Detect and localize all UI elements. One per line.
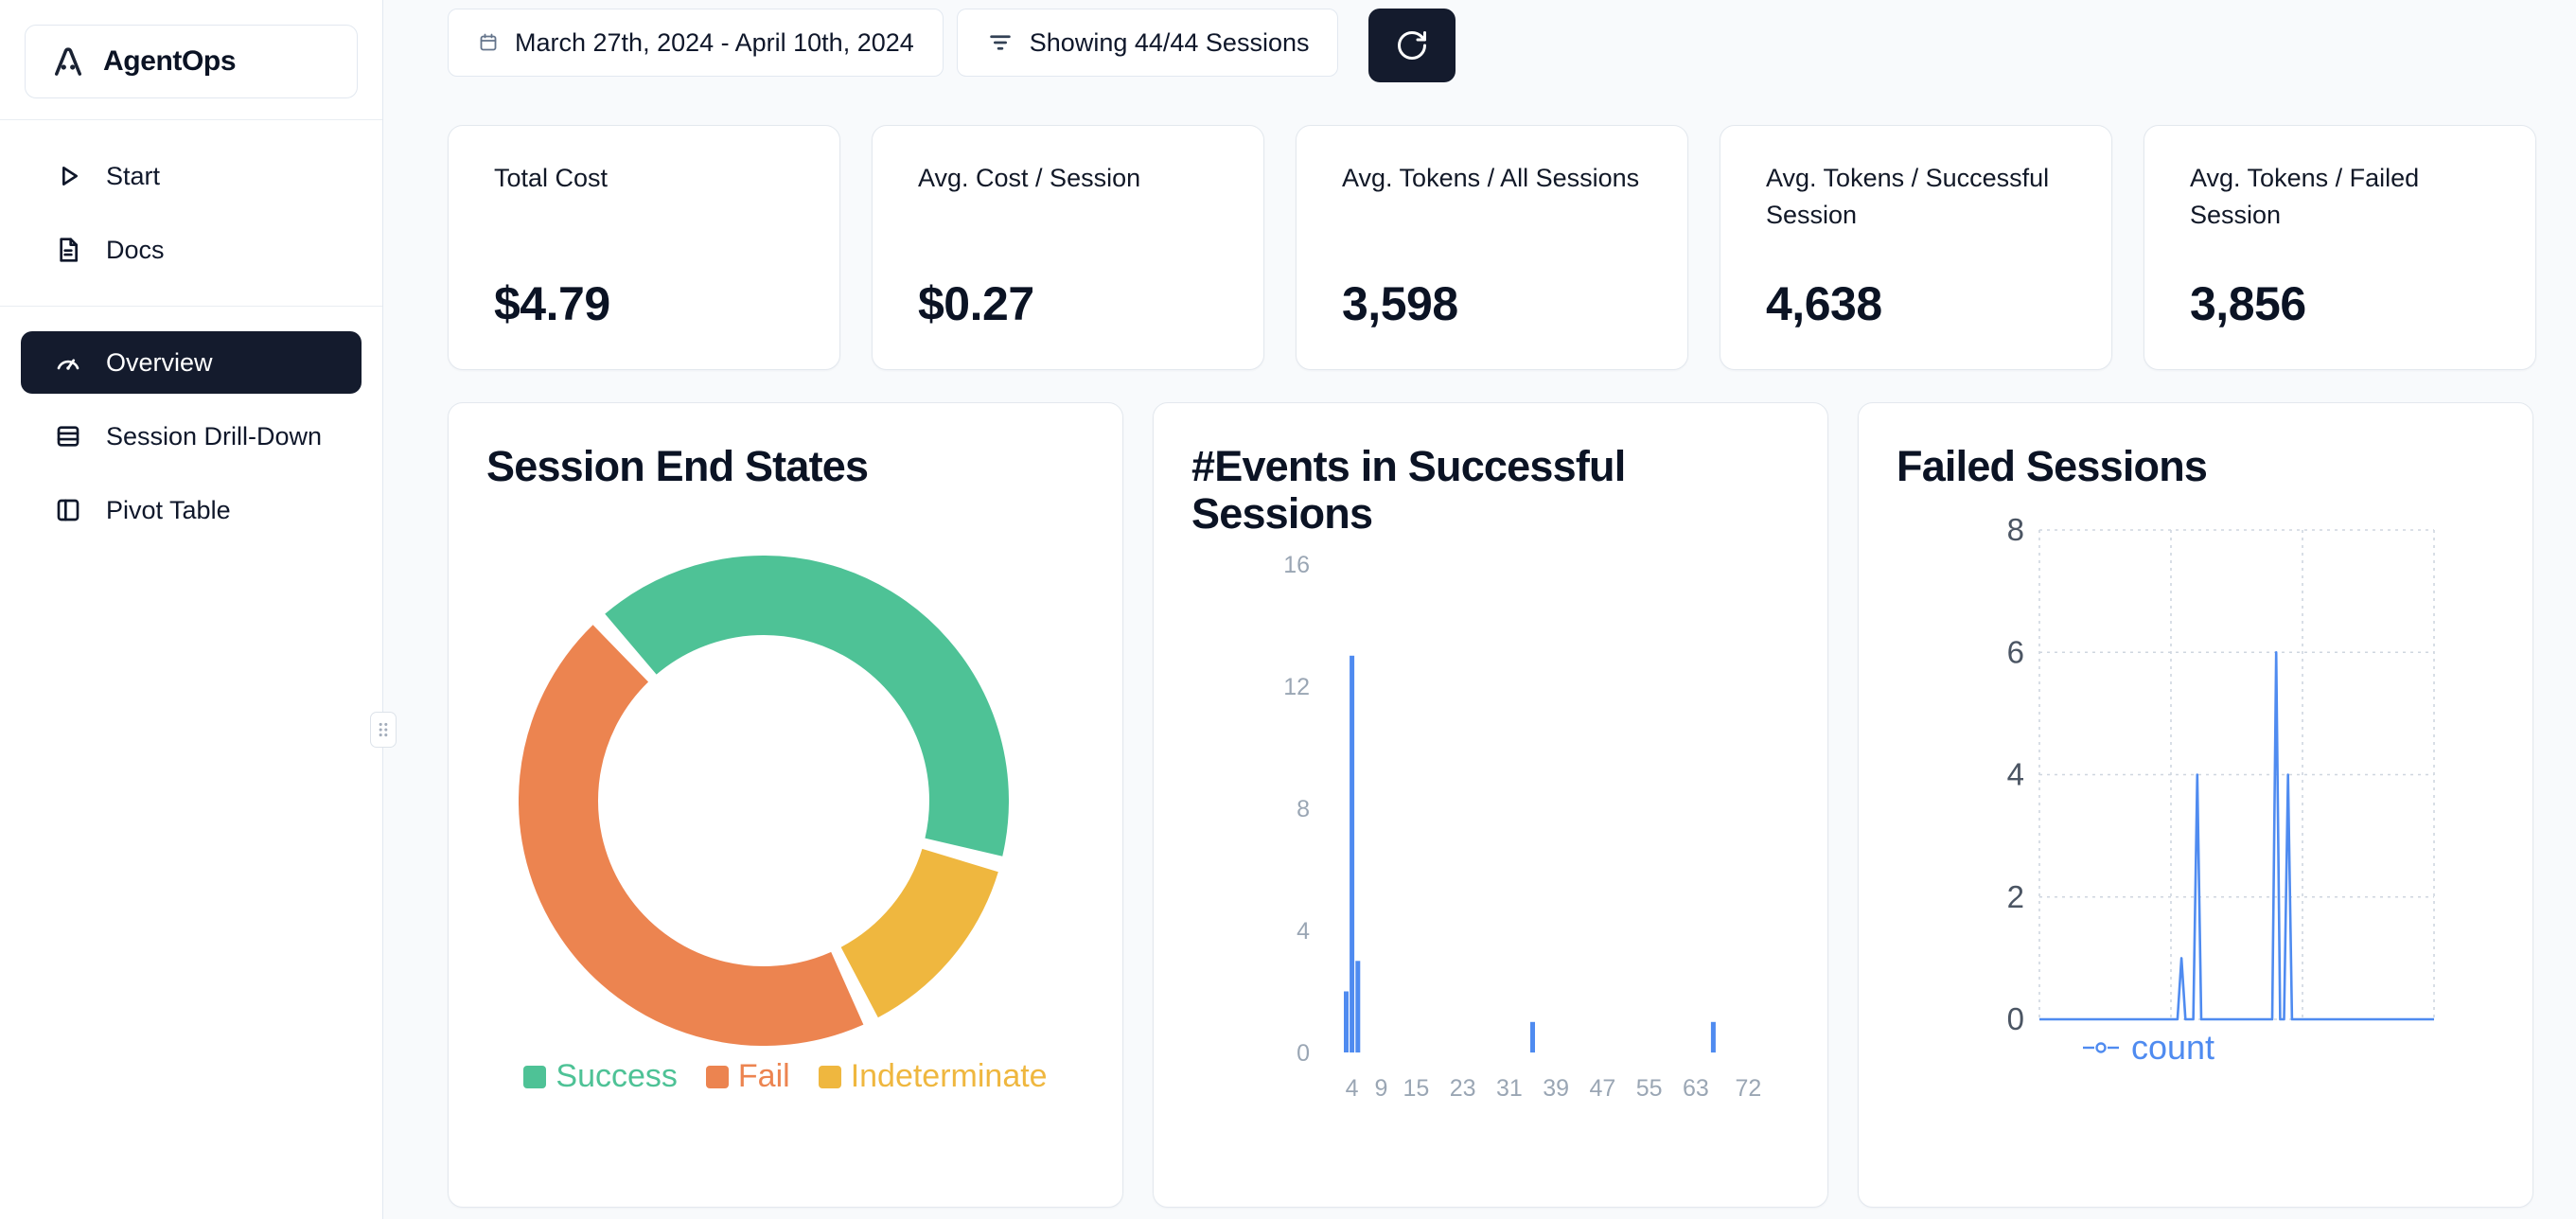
svg-text:16: 16 (1283, 552, 1310, 578)
donut-legend-item[interactable]: Success (523, 1058, 678, 1095)
logo-card[interactable]: AgentOps (25, 25, 358, 98)
line-legend-item[interactable]: count (1945, 1028, 2352, 1068)
svg-text:6: 6 (2007, 634, 2024, 669)
stat-label: Avg. Tokens / Failed Session (2190, 164, 2420, 230)
session-filter-label: Showing 44/44 Sessions (1029, 27, 1310, 57)
chart-title: Failed Sessions (1897, 442, 2208, 490)
legend-swatch-success (523, 1065, 547, 1088)
svg-text:55: 55 (1636, 1075, 1663, 1102)
date-range-label: March 27th, 2024 - April 10th, 2024 (515, 27, 914, 57)
charts-row: Session End States Success Fail Indeterm… (448, 402, 2538, 1208)
legend-swatch-indeterminate (818, 1065, 841, 1088)
play-icon (62, 167, 78, 186)
legend-label: count (2130, 1028, 2215, 1067)
svg-text:72: 72 (1735, 1075, 1761, 1102)
session-filter-button[interactable]: Showing 44/44 Sessions (956, 9, 1339, 77)
stat-card-avg-tokens-successful: Avg. Tokens / Successful Session 4,638 (1720, 125, 2112, 370)
stat-value: 4,638 (1766, 277, 1882, 330)
session-end-states-card: Session End States Success Fail Indeterm… (448, 402, 1123, 1208)
chart-title: Session End States (486, 442, 869, 490)
svg-text:8: 8 (1297, 796, 1310, 822)
donut-legend-item[interactable]: Fail (705, 1058, 790, 1095)
agentops-logo-icon (55, 47, 81, 76)
svg-text:4: 4 (1297, 918, 1310, 945)
legend-label: Fail (737, 1058, 790, 1094)
sidebar-item-docs[interactable]: Docs (21, 219, 362, 281)
line-legend-marker-icon (2082, 1042, 2119, 1053)
svg-text:12: 12 (1283, 674, 1310, 700)
docs-icon (60, 238, 78, 262)
sidebar-nav-main: Overview Session Drill-Down Pivot Table (0, 307, 382, 566)
calendar-icon (480, 33, 497, 51)
pivot-icon (57, 499, 79, 521)
svg-text:0: 0 (1297, 1040, 1310, 1067)
date-range-button[interactable]: March 27th, 2024 - April 10th, 2024 (448, 9, 944, 77)
svg-text:15: 15 (1403, 1075, 1429, 1102)
stat-label: Avg. Tokens / Successful Session (1766, 164, 2050, 230)
stat-value: $4.79 (494, 277, 610, 330)
sidebar-item-label: Docs (106, 235, 165, 264)
stats-row: Total Cost $4.79 Avg. Cost / Session $0.… (448, 125, 2538, 370)
stat-label: Avg. Tokens / All Sessions (1342, 164, 1640, 192)
svg-text:4: 4 (2007, 757, 2024, 792)
legend-label: Indeterminate (850, 1058, 1048, 1094)
gauge-icon (57, 359, 79, 370)
stat-card-total-cost: Total Cost $4.79 (448, 125, 840, 370)
sidebar-item-start[interactable]: Start (21, 145, 362, 207)
svg-text:47: 47 (1589, 1075, 1615, 1102)
app-name: AgentOps (103, 45, 237, 77)
failed-sessions-card: Failed Sessions 0 2 4 6 8 count (1858, 402, 2533, 1208)
sidebar-item-pivot-table[interactable]: Pivot Table (21, 479, 362, 541)
rows-icon (57, 426, 79, 447)
grip-dots-icon (379, 722, 388, 737)
svg-text:63: 63 (1683, 1075, 1709, 1102)
stat-card-avg-cost-session: Avg. Cost / Session $0.27 (872, 125, 1264, 370)
sidebar-item-label: Pivot Table (106, 495, 231, 524)
sidebar-item-label: Overview (106, 347, 213, 377)
sidebar-item-session-drill-down[interactable]: Session Drill-Down (21, 405, 362, 468)
stat-card-avg-tokens-all: Avg. Tokens / All Sessions 3,598 (1296, 125, 1688, 370)
stat-card-avg-tokens-failed: Avg. Tokens / Failed Session 3,856 (2144, 125, 2536, 370)
svg-text:0: 0 (2007, 1001, 2024, 1036)
filter-icon (990, 35, 1011, 50)
svg-text:39: 39 (1543, 1075, 1569, 1102)
events-in-successful-sessions-card: #Events in Successful Sessions 0 4 8 12 16 4 9… (1153, 402, 1828, 1208)
sidebar-item-overview[interactable]: Overview (21, 331, 362, 394)
svg-text:8: 8 (2007, 517, 2024, 547)
stat-label: Avg. Cost / Session (918, 164, 1141, 192)
donut-legend-item[interactable]: Indeterminate (818, 1058, 1048, 1095)
main-content: March 27th, 2024 - April 10th, 2024 Show… (383, 0, 2576, 1208)
sidebar-resize-handle[interactable] (370, 712, 397, 748)
chart-title: #Events in Successful Sessions (1191, 442, 1626, 539)
sidebar-divider (0, 119, 382, 120)
failed-sessions-line-chart: 0 2 4 6 8 (2007, 517, 2435, 1036)
legend-swatch-fail (705, 1065, 729, 1088)
sidebar-item-label: Session Drill-Down (106, 421, 323, 450)
legend-label: Success (556, 1058, 678, 1094)
svg-text:2: 2 (2007, 879, 2024, 914)
sidebar-divider (0, 306, 382, 307)
svg-text:4: 4 (1346, 1075, 1359, 1102)
refresh-icon (1398, 31, 1427, 60)
donut-legend: Success Fail Indeterminate (449, 1058, 1122, 1095)
sidebar-nav-top: Start Docs (0, 120, 382, 306)
stat-value: 3,856 (2190, 277, 2306, 330)
refresh-button[interactable] (1368, 9, 1456, 82)
sidebar: AgentOps Start Docs Overview (0, 0, 383, 1219)
session-end-states-donut-chart (519, 556, 1009, 1046)
stat-label: Total Cost (494, 164, 609, 192)
topbar: March 27th, 2024 - April 10th, 2024 Show… (448, 9, 2538, 82)
stat-value: 3,598 (1342, 277, 1458, 330)
stat-value: $0.27 (918, 277, 1034, 330)
svg-text:23: 23 (1450, 1075, 1476, 1102)
svg-text:31: 31 (1496, 1075, 1523, 1102)
svg-text:9: 9 (1374, 1075, 1387, 1102)
sidebar-item-label: Start (106, 161, 161, 190)
